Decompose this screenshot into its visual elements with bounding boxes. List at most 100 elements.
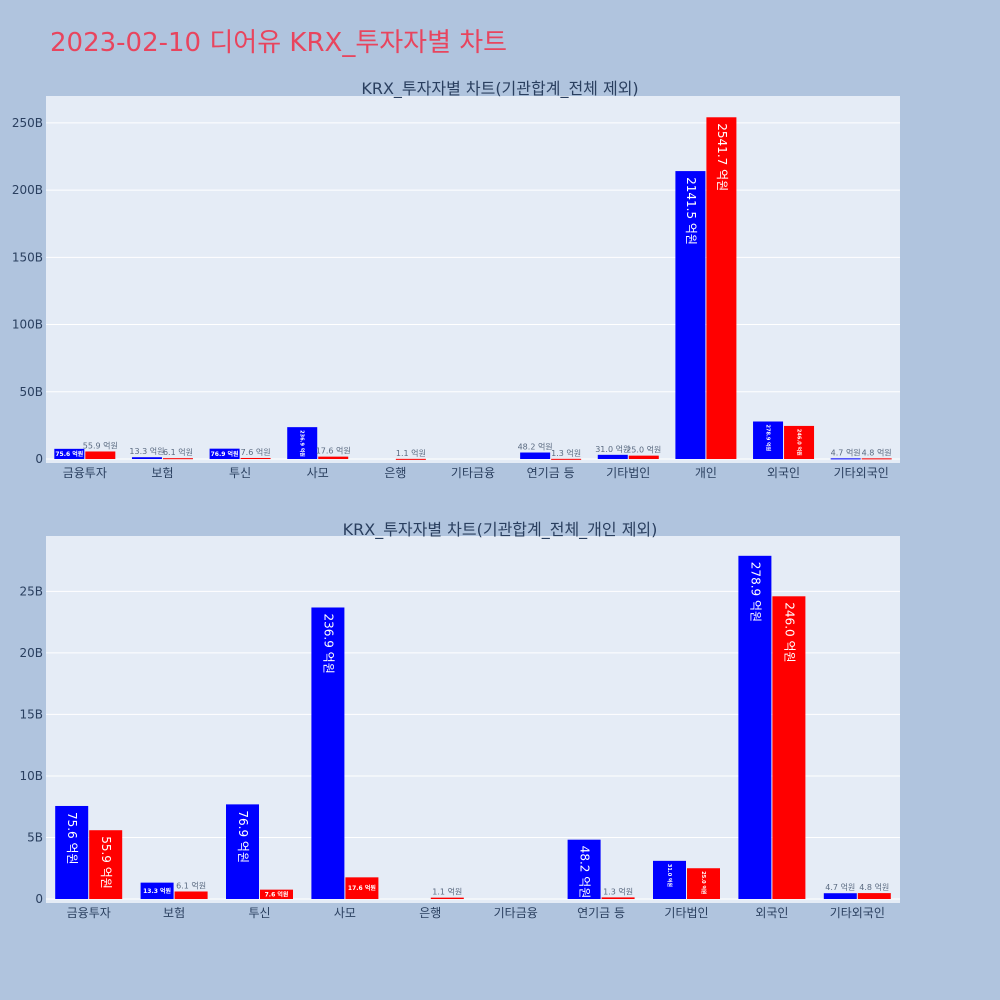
data-label: 76.9 억원	[236, 810, 250, 863]
data-label: 246.0 억원	[782, 602, 796, 662]
data-label: 1.1 억원	[432, 887, 462, 897]
bar	[89, 830, 123, 899]
x-tick-label: 기타금융	[494, 906, 538, 920]
data-label: 13.3 억원	[129, 446, 164, 456]
x-tick-label: 사모	[334, 906, 356, 920]
x-tick-label: 기타금융	[451, 466, 495, 480]
y-tick-label: 250B	[12, 116, 43, 130]
bar	[55, 805, 89, 899]
x-tick-label: 기타법인	[664, 906, 708, 920]
x-tick-label: 기타외국인	[830, 906, 885, 920]
bar	[857, 893, 891, 899]
data-label: 48.2 억원	[518, 442, 553, 452]
x-tick-label: 기타법인	[606, 466, 650, 480]
data-label: 75.6 억원	[65, 812, 79, 865]
x-tick-label: 기타외국인	[834, 466, 889, 480]
bar	[551, 458, 582, 460]
data-label: 7.6 억원	[241, 447, 271, 457]
y-tick-label: 5B	[27, 830, 43, 844]
bar	[628, 455, 659, 459]
data-label: 6.1 억원	[176, 880, 206, 890]
x-tick-label: 금융투자	[67, 906, 111, 920]
x-tick-label: 외국인	[767, 466, 800, 480]
bar	[653, 860, 686, 899]
bar	[395, 458, 426, 460]
y-tick-label: 0	[35, 452, 43, 466]
data-label: 55.9 억원	[99, 836, 113, 889]
bar	[260, 889, 293, 899]
data-label: 1.3 억원	[551, 448, 581, 458]
bar	[567, 839, 601, 899]
bar	[601, 897, 635, 899]
bar	[597, 454, 628, 459]
x-tick-label: 투신	[248, 906, 270, 920]
data-label: 25.0 억원	[700, 871, 707, 895]
y-tick-label: 100B	[12, 318, 43, 332]
bar	[85, 451, 116, 459]
x-tick-label: 보험	[151, 466, 173, 480]
bar	[318, 456, 349, 459]
data-label: 55.9 억원	[83, 440, 118, 450]
bar	[520, 452, 551, 459]
bar	[784, 425, 815, 459]
plot-area	[46, 96, 900, 463]
bar	[687, 868, 720, 899]
data-label: 4.7 억원	[825, 882, 855, 892]
bar	[753, 421, 784, 459]
bar	[54, 448, 85, 459]
data-label: 76.9 억원	[211, 450, 239, 458]
bar	[861, 458, 892, 460]
data-label: 1.3 억원	[603, 886, 633, 896]
x-tick-label: 연기금 등	[577, 906, 625, 920]
x-tick-label: 금융투자	[63, 466, 107, 480]
bar	[675, 171, 706, 459]
data-label: 4.8 억원	[859, 882, 889, 892]
bar	[287, 427, 318, 459]
data-label: 278.9 억원	[765, 425, 772, 452]
bar	[140, 882, 174, 899]
data-label: 4.7 억원	[831, 447, 861, 457]
bar	[226, 804, 259, 899]
data-label: 4.8 억원	[862, 447, 892, 457]
x-tick-label: 사모	[307, 466, 329, 480]
bar	[430, 897, 464, 899]
y-tick-label: 0	[35, 892, 43, 906]
bar	[706, 117, 737, 459]
x-tick-label: 개인	[695, 466, 717, 480]
y-tick-label: 10B	[19, 769, 43, 783]
page-title: 2023-02-10 디어유 KRX_투자자별 차트	[50, 28, 508, 58]
y-tick-label: 50B	[19, 385, 43, 399]
y-tick-label: 20B	[19, 646, 43, 660]
chart-title: KRX_투자자별 차트(기관합계_전체 제외)	[361, 79, 638, 99]
x-tick-label: 투신	[229, 466, 251, 480]
data-label: 1.1 억원	[396, 448, 426, 458]
chart-institution-excluded: KRX_투자자별 차트(기관합계_전체 제외) 0 50B 100B 150B 200B 2…	[12, 79, 900, 480]
bar	[345, 877, 379, 899]
data-label: 236.9 억원	[299, 430, 306, 457]
data-label: 2141.5 억원	[684, 177, 698, 245]
data-label: 17.6 억원	[348, 884, 376, 892]
data-label: 25.0 억원	[626, 445, 661, 455]
data-label: 31.0 억원	[666, 864, 673, 888]
data-label: 75.6 억원	[55, 450, 83, 458]
x-tick-label: 외국인	[755, 906, 788, 920]
x-tick-label: 은행	[419, 905, 441, 920]
x-tick-label: 보험	[163, 906, 185, 920]
data-label: 278.9 억원	[748, 562, 762, 622]
y-tick-label: 150B	[12, 250, 43, 264]
bar	[240, 457, 271, 459]
data-label: 13.3 억원	[143, 887, 171, 895]
x-tick-label: 은행	[384, 465, 406, 480]
bar	[738, 555, 772, 899]
data-label: 2541.7 억원	[715, 123, 729, 191]
y-tick-label: 25B	[19, 584, 43, 598]
data-label: 31.0 억원	[595, 444, 630, 454]
data-label: 48.2 억원	[578, 846, 592, 899]
data-label: 17.6 억원	[316, 446, 351, 456]
bar	[772, 596, 806, 899]
y-tick-label: 15B	[19, 707, 43, 721]
bar	[311, 607, 345, 899]
data-label: 7.6 억원	[265, 890, 289, 898]
bar	[823, 893, 857, 899]
